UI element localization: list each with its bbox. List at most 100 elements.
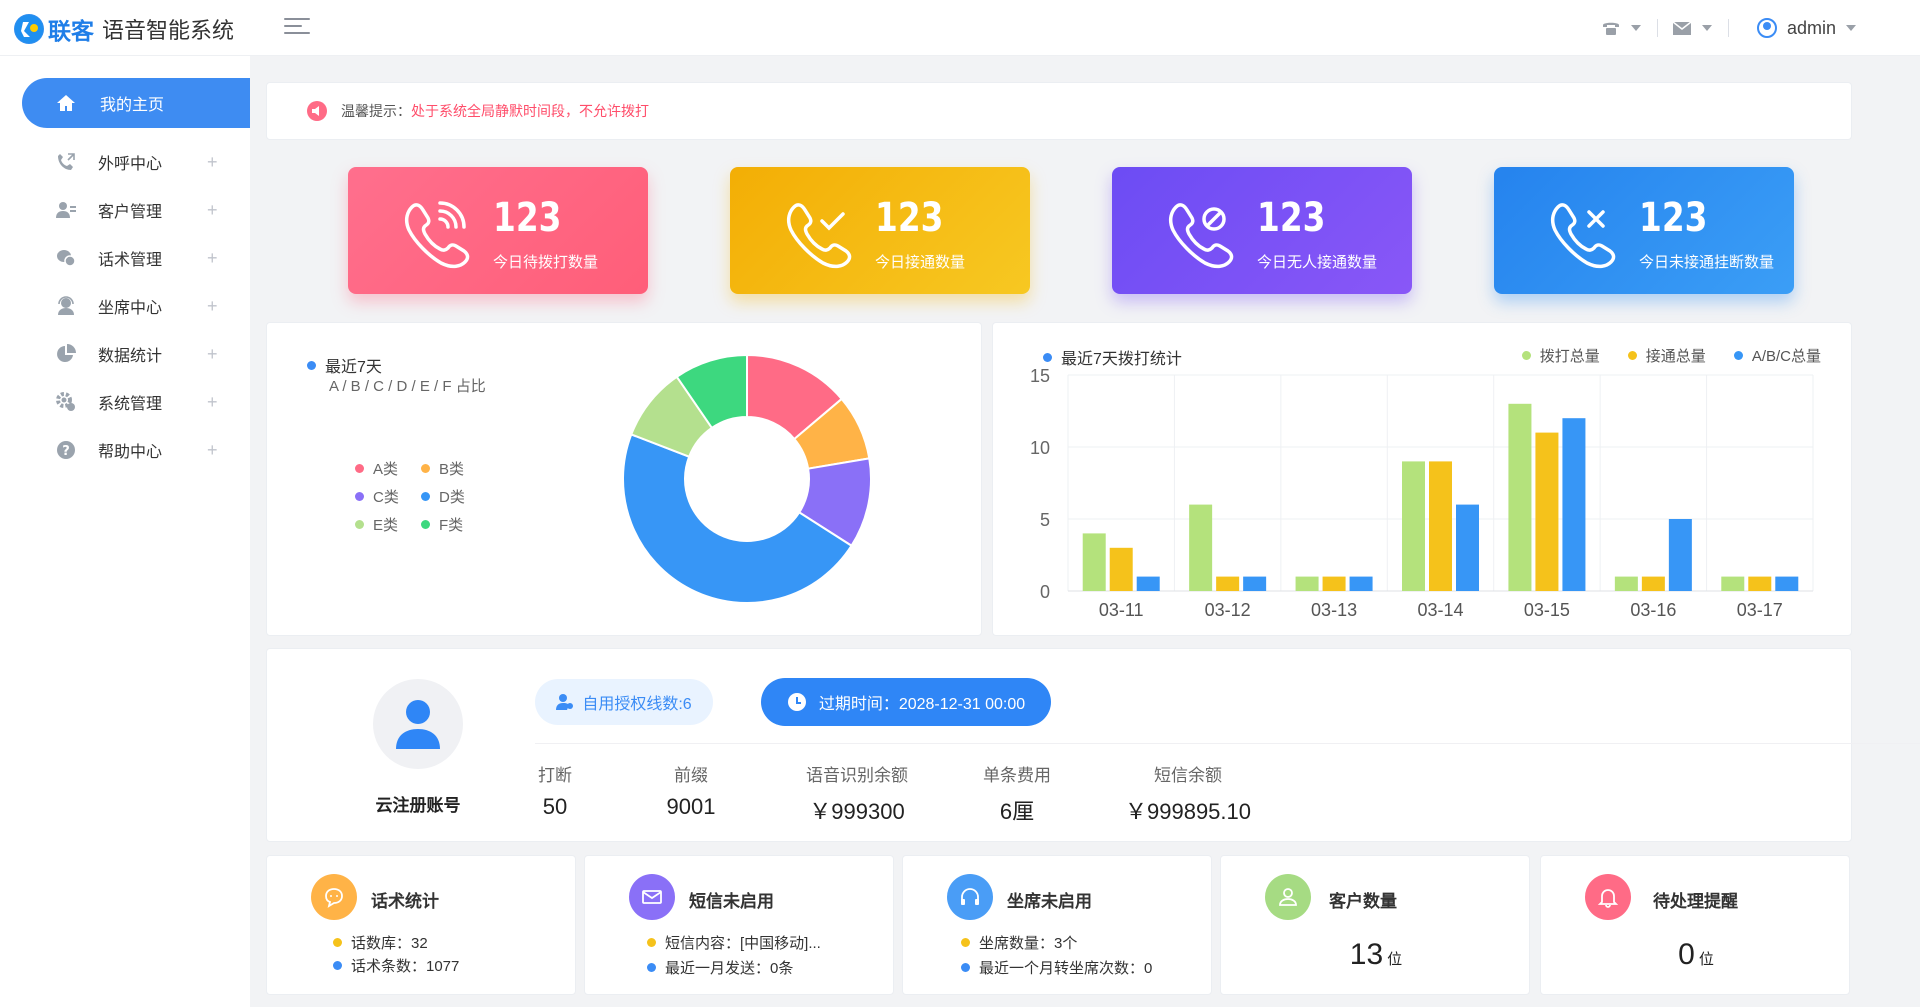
bullet-dot xyxy=(1043,352,1052,362)
bar-03-14-接通总量[interactable] xyxy=(1429,461,1452,591)
bar-03-16-接通总量[interactable] xyxy=(1641,576,1665,591)
stat-card-hangup[interactable]: 123 今日未接通挂断数量 xyxy=(1494,167,1794,294)
sidebar-item-outbound[interactable]: 外呼中心 + xyxy=(0,138,250,186)
bar-03-12-拨打总量[interactable] xyxy=(1189,504,1213,591)
bar-03-17-A/B/C总量[interactable] xyxy=(1775,576,1799,591)
bar-03-16-拨打总量[interactable] xyxy=(1614,576,1638,591)
card-title: 坐席未启用 xyxy=(1007,892,1092,911)
legend-item[interactable]: A类 xyxy=(355,458,398,479)
stat-card-unanswered[interactable]: 123 今日无人接通数量 xyxy=(1112,167,1412,294)
settings-icon xyxy=(56,392,76,412)
bar-03-15-接通总量[interactable] xyxy=(1535,432,1559,591)
sidebar-item-statistics[interactable]: 数据统计 + xyxy=(0,330,250,378)
bar-03-13-接通总量[interactable] xyxy=(1322,576,1346,591)
pie-slice-D类[interactable] xyxy=(622,433,853,604)
sidebar-item-help[interactable]: ? 帮助中心 + xyxy=(0,426,250,474)
top-bar: 联客 语音智能系统 admin xyxy=(0,0,1920,56)
sidebar-item-system[interactable]: 系统管理 + xyxy=(0,378,250,426)
clock-icon xyxy=(787,693,806,711)
bar-03-17-拨打总量[interactable] xyxy=(1721,576,1745,591)
expand-plus-icon[interactable]: + xyxy=(207,344,218,364)
legend-item[interactable]: B类 xyxy=(421,458,464,479)
bar-03-11-拨打总量[interactable] xyxy=(1082,533,1106,591)
auth-lines-badge[interactable]: 自用授权线数:6 xyxy=(535,679,713,725)
card-title: 客户数量 xyxy=(1329,892,1397,911)
account-name: 云注册账号 xyxy=(375,796,461,815)
x-tick-label: 03-16 xyxy=(1630,600,1676,620)
expand-plus-icon[interactable]: + xyxy=(207,152,218,172)
avatar xyxy=(373,679,463,769)
sidebar-item-scripts[interactable]: 话术管理 + xyxy=(0,234,250,282)
bar-03-11-接通总量[interactable] xyxy=(1109,547,1133,591)
stat-label: 今日无人接通数量 xyxy=(1257,254,1378,271)
mail-icon xyxy=(629,874,675,920)
expand-plus-icon[interactable]: + xyxy=(207,392,218,412)
card-script-stats[interactable]: 话术统计 话数库：32 话术条数：1077 xyxy=(266,855,576,995)
sidebar: 我的主页 外呼中心 + 客户管理 + 话术管理 + 坐席中心 + 数据统计 + … xyxy=(0,56,250,1007)
legend-item[interactable]: E类 xyxy=(355,514,398,535)
expand-plus-icon[interactable]: + xyxy=(207,296,218,316)
phone-call-icon xyxy=(56,152,76,172)
expire-badge[interactable]: 过期时间：2028-12-31 00:00 xyxy=(761,678,1051,726)
sms-content: 短信内容：[中国移动]... xyxy=(665,935,821,952)
app-logo[interactable]: 联客 语音智能系统 xyxy=(14,12,234,46)
field-unit-fee: 单条费用 6厘 xyxy=(983,766,1051,824)
card-customer-count[interactable]: 客户数量 13 位 xyxy=(1220,855,1530,995)
bullet-dot xyxy=(307,360,316,370)
stat-card-pending[interactable]: 123 今日待拨打数量 xyxy=(348,167,648,294)
legend-item[interactable]: D类 xyxy=(421,486,465,507)
bar-03-17-接通总量[interactable] xyxy=(1748,576,1772,591)
legend-item[interactable]: 拨打总量 xyxy=(1521,345,1600,366)
expand-plus-icon[interactable]: + xyxy=(207,200,218,220)
bar-03-15-A/B/C总量[interactable] xyxy=(1562,418,1586,591)
stat-label: 今日待拨打数量 xyxy=(493,254,599,271)
field-prefix: 前缀 9001 xyxy=(666,766,716,819)
y-tick-label: 10 xyxy=(1030,438,1050,458)
mail-menu[interactable] xyxy=(1672,20,1712,36)
stat-card-connected[interactable]: 123 今日接通数量 xyxy=(730,167,1030,294)
card-sms-status[interactable]: 短信未启用 短信内容：[中国移动]... 最近一月发送：0条 xyxy=(584,855,894,995)
legend-item[interactable]: 接通总量 xyxy=(1627,345,1706,366)
sidebar-item-customers[interactable]: 客户管理 + xyxy=(0,186,250,234)
bar-03-14-A/B/C总量[interactable] xyxy=(1456,504,1479,591)
bar-03-16-A/B/C总量[interactable] xyxy=(1668,519,1692,591)
phone-menu[interactable] xyxy=(1601,20,1641,36)
sidebar-item-home[interactable]: 我的主页 xyxy=(22,78,250,128)
x-tick-label: 03-13 xyxy=(1311,600,1357,620)
avatar-icon xyxy=(1756,18,1777,38)
pie-slice-F类[interactable] xyxy=(675,353,748,430)
card-agent-status[interactable]: 坐席未启用 坐席数量：3个 最近一个月转坐席次数：0 xyxy=(902,855,1212,995)
bar-03-11-A/B/C总量[interactable] xyxy=(1136,576,1160,591)
sidebar-item-label: 外呼中心 xyxy=(98,156,163,173)
home-icon xyxy=(56,93,76,113)
legend-item[interactable]: F类 xyxy=(421,514,463,535)
sidebar-item-label: 系统管理 xyxy=(98,396,163,413)
expand-plus-icon[interactable]: + xyxy=(207,248,218,268)
logo-icon xyxy=(14,14,44,44)
legend-item[interactable]: A/B/C总量 xyxy=(1733,345,1821,366)
donut-chart xyxy=(622,353,872,604)
stat-value: 123 xyxy=(875,195,944,241)
bar-03-15-拨打总量[interactable] xyxy=(1508,403,1532,591)
phone-check-icon xyxy=(786,203,852,269)
user-menu[interactable]: admin xyxy=(1743,18,1856,39)
headset-icon xyxy=(947,874,993,920)
chat-icon xyxy=(311,874,357,920)
phone-blocked-icon xyxy=(1168,203,1234,269)
sidebar-item-agents[interactable]: 坐席中心 + xyxy=(0,282,250,330)
bar-chart: 0 5 10 15 03-11 03-12 03-13 03-14 03-15 03-16 03-1… xyxy=(1030,366,1814,620)
bar-03-13-拨打总量[interactable] xyxy=(1295,576,1319,591)
bar-03-12-接通总量[interactable] xyxy=(1216,576,1240,591)
legend-item[interactable]: C类 xyxy=(355,486,399,507)
help-icon: ? xyxy=(56,440,76,460)
card-title: 待处理提醒 xyxy=(1653,892,1738,911)
bar-03-12-A/B/C总量[interactable] xyxy=(1243,576,1267,591)
bar-03-14-拨打总量[interactable] xyxy=(1402,461,1425,591)
chevron-down-icon xyxy=(1630,25,1641,31)
card-title: 短信未启用 xyxy=(689,892,774,911)
bar-03-13-A/B/C总量[interactable] xyxy=(1349,576,1373,591)
expand-plus-icon[interactable]: + xyxy=(207,440,218,460)
menu-toggle-icon[interactable] xyxy=(284,18,310,38)
x-tick-label: 03-17 xyxy=(1737,600,1783,620)
